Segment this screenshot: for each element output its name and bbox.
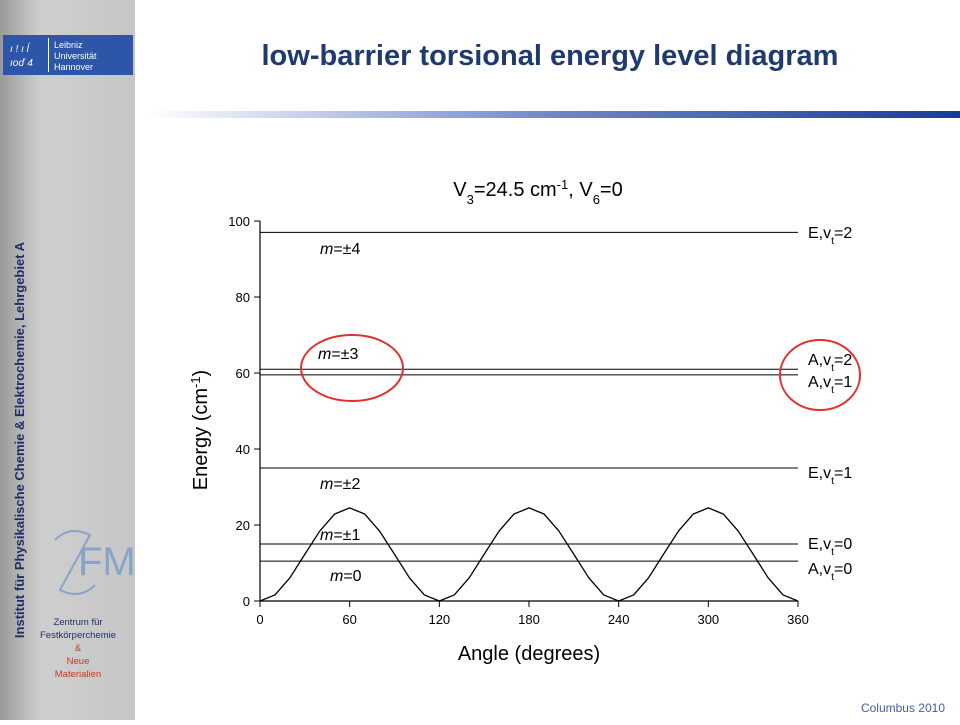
y-tick-label: 60 [236,366,250,381]
m-label-part: m [320,527,333,544]
title-bar [148,111,960,118]
level-label-part: t [831,476,834,487]
level-label-part: =2 [834,225,852,242]
m-label-part: =±4 [333,241,360,258]
y-tick-label: 40 [236,442,250,457]
zfm-line: Zentrum für [53,617,102,628]
zfm-line: & [75,643,82,654]
level-label-part: E,v [808,465,831,482]
m-label-part: =±1 [333,527,360,544]
chart-title-part: , V [568,179,593,201]
logo-text: Universität [54,51,97,61]
y-tick-label: 20 [236,518,250,533]
highlight-circle [779,339,861,411]
logo-text: Hannover [54,62,93,72]
m-label: m=±4 [320,241,360,258]
m-label: m=±2 [320,476,360,493]
y-axis-label: Energy (cm-1) [188,370,213,490]
level-label: E,vt=2 [808,225,852,247]
m-label: m=0 [330,568,362,585]
logo-mark: ı ! ı ĺ [10,42,31,55]
level-label-part: A,v [808,352,831,369]
sidebar-text: Institut für Physikalische Chemie & Elek… [12,241,27,638]
x-tick-label: 180 [518,612,540,627]
slide-title: low-barrier torsional energy level diagr… [262,40,839,72]
y-axis-label-part: -1 [188,376,203,388]
highlight-circle [300,334,404,402]
x-tick-label: 60 [342,612,356,627]
chart-title-part: V [453,179,467,201]
level-label-part: t [831,385,834,396]
y-tick-label: 0 [243,594,250,609]
footer: Columbus 2010 [861,701,945,715]
level-label-part: t [831,363,834,374]
logo-mark: ıoď 4 [10,58,33,69]
m-label: m=±1 [320,527,360,544]
logo-text: Leibniz [54,40,83,50]
level-label: E,vt=0 [808,536,852,558]
potential-curve [259,507,799,602]
zfm-text: Zentrum für Festkörperchemie & Neue Mate… [40,617,116,680]
chart-title-part: =24.5 cm [474,179,557,201]
level-label: A,vt=1 [808,374,852,396]
x-tick-label: 120 [428,612,450,627]
level-label-part: t [831,547,834,558]
m-label-part: m [318,346,331,363]
zfm-line: Neue [67,656,90,667]
y-tick-label: 80 [236,290,250,305]
level-label-part: =0 [834,561,852,578]
level-label-part: =1 [834,374,852,391]
level-label: A,vt=0 [808,561,852,583]
m-label-part: m [320,476,333,493]
level-label-part: =2 [834,352,852,369]
level-label-part: t [831,236,834,247]
x-tick-label: 240 [608,612,630,627]
chart-title-part: 6 [593,192,600,207]
chart-title-part: =0 [600,179,623,201]
logo-divider [48,38,49,72]
level-label-part: =1 [834,465,852,482]
zfm-line: Materialien [55,669,101,680]
level-label-part: A,v [808,561,831,578]
level-label-part: t [831,572,834,583]
x-axis-label: Angle (degrees) [458,643,600,665]
m-label-part: =±3 [331,346,358,363]
zfm-line: Festkörperchemie [40,630,116,641]
level-label-part: A,v [808,374,831,391]
y-axis-label-part: ) [190,370,212,377]
level-label: E,vt=1 [808,465,852,487]
level-label-part: =0 [834,536,852,553]
chart: 0 20 40 60 80 100 0 60 120 180 240 300 360 V3=24.5 cm… [188,177,853,666]
sidebar [0,0,135,720]
y-axis-label-part: Energy (cm [190,388,212,490]
level-label-part: E,v [808,225,831,242]
chart-title: V3=24.5 cm-1, V6=0 [453,177,622,207]
m-label-part: m [320,241,333,258]
level-label: A,vt=2 [808,352,852,374]
m-label-part: =0 [343,568,361,585]
m-label-part: =±2 [333,476,360,493]
x-tick-label: 360 [787,612,809,627]
level-label-part: E,v [808,536,831,553]
x-tick-label: 300 [697,612,719,627]
zfm-logo: FM [78,540,136,584]
y-tick-label: 100 [228,214,250,229]
m-label-part: m [330,568,343,585]
chart-title-part: -1 [557,177,569,192]
chart-title-part: 3 [467,192,474,207]
zfm-logo [54,530,96,595]
logo-box [3,35,133,75]
x-tick-label: 0 [256,612,263,627]
m-label: m=±3 [318,346,358,363]
